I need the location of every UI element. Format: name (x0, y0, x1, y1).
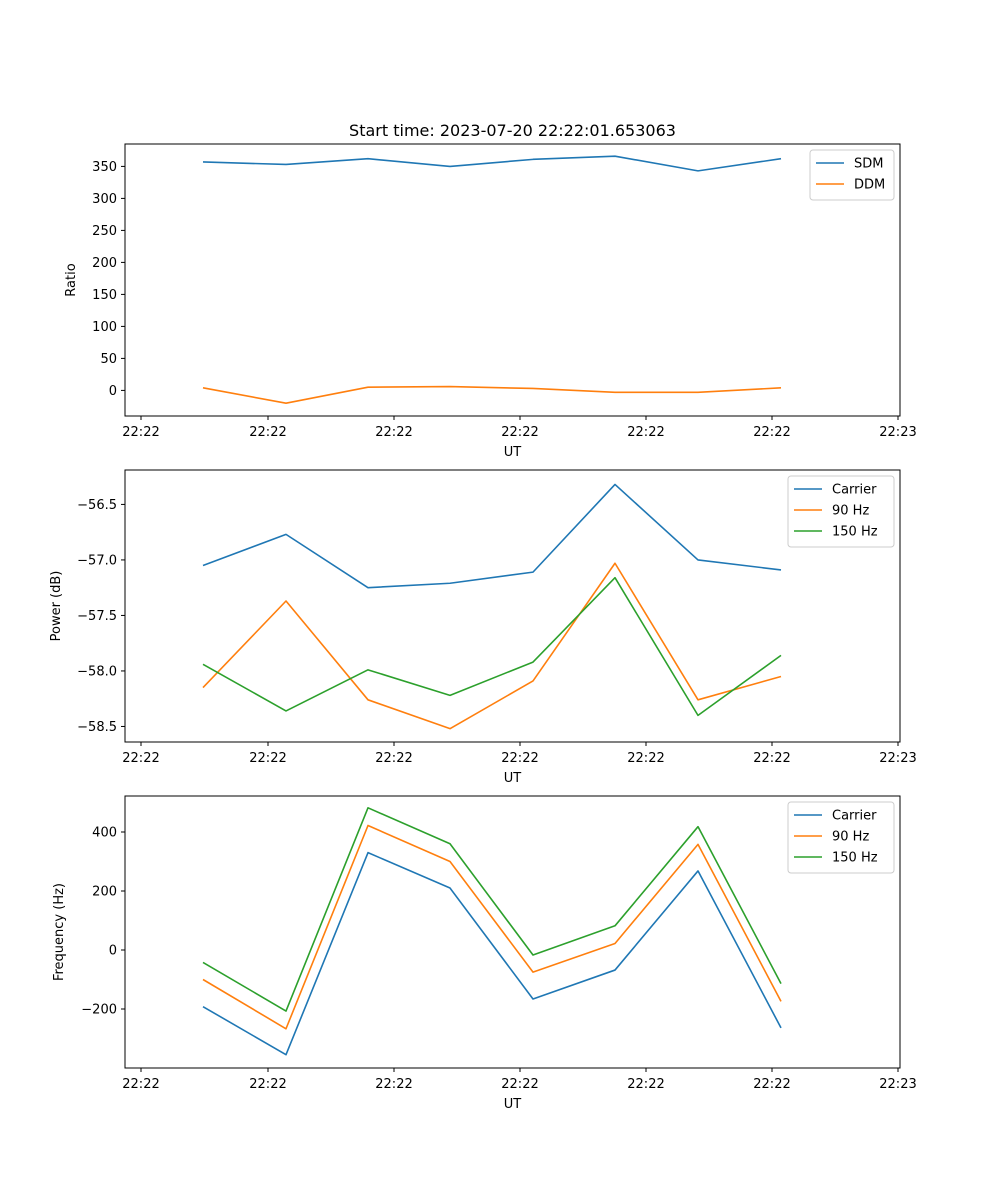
x-tick-label: 22:22 (627, 1077, 664, 1092)
y-tick-label: −57.0 (77, 553, 117, 568)
y-tick-label: −57.5 (77, 609, 117, 624)
x-tick-label: 22:22 (627, 751, 664, 766)
y-tick-label: 350 (92, 160, 117, 175)
x-axis-label: UT (504, 771, 522, 786)
legend-label: DDM (854, 178, 885, 193)
x-tick-label: 22:22 (753, 1077, 790, 1092)
x-tick-label: 22:22 (122, 751, 159, 766)
legend: Carrier 90 Hz 150 Hz (787, 475, 895, 548)
y-tick-label: −56.5 (77, 498, 117, 513)
y-tick-label: 200 (92, 256, 117, 271)
x-tick-label: 22:22 (249, 1077, 286, 1092)
x-tick-label: 22:23 (879, 425, 916, 440)
x-tick-label: 22:22 (501, 751, 538, 766)
x-tick-label: 22:22 (753, 751, 790, 766)
x-axis-label: UT (504, 1097, 522, 1112)
series-line-sdm (202, 155, 782, 172)
legend-label: 90 Hz (832, 830, 869, 845)
y-tick-label: −58.5 (77, 720, 117, 735)
x-tick-label: 22:22 (627, 425, 664, 440)
y-tick-label: 250 (92, 224, 117, 239)
x-tick-label: 22:22 (122, 425, 159, 440)
chart-title: Start time: 2023-07-20 22:22:01.653063 (349, 121, 676, 140)
x-tick-label: 22:22 (501, 425, 538, 440)
axes-frame (124, 469, 901, 743)
x-tick-label: 22:22 (249, 751, 286, 766)
y-axis-label: Frequency (Hz) (52, 883, 67, 981)
y-tick-label: 300 (92, 192, 117, 207)
y-tick-label: 400 (92, 825, 117, 840)
series-line-90-hz (202, 562, 782, 730)
y-tick-label: 0 (109, 943, 117, 958)
series-line-150-hz (202, 806, 782, 1012)
legend-box (787, 475, 895, 548)
legend: Carrier 90 Hz 150 Hz (787, 801, 895, 874)
legend-label: Carrier (832, 809, 877, 824)
chart-panel-3: −200 0 200 400 22:22 22:22 22:22 22:22 22:22 22:2… (52, 795, 917, 1112)
y-axis-label: Ratio (64, 263, 79, 296)
y-tick-label: −58.0 (77, 664, 117, 679)
x-tick-label: 22:22 (753, 425, 790, 440)
legend: SDM DDM (809, 149, 895, 201)
series-line-carrier (202, 483, 782, 589)
chart-panel-2: −58.5 −58.0 −57.5 −57.0 −56.5 22:22 22:22 22:22… (49, 469, 917, 786)
x-tick-label: 22:23 (879, 751, 916, 766)
chart-panel-1: Start time: 2023-07-20 22:22:01.653063 0 5… (64, 121, 917, 460)
legend-box (787, 801, 895, 874)
x-tick-label: 22:22 (122, 1077, 159, 1092)
x-tick-label: 22:22 (375, 425, 412, 440)
x-axis-label: UT (504, 445, 522, 460)
y-tick-label: 100 (92, 320, 117, 335)
legend-label: 150 Hz (832, 525, 878, 540)
y-tick-label: −200 (81, 1002, 117, 1017)
y-tick-label: 50 (100, 352, 117, 367)
x-tick-label: 22:23 (879, 1077, 916, 1092)
legend-label: Carrier (832, 483, 877, 498)
x-tick-label: 22:22 (375, 751, 412, 766)
legend-label: SDM (854, 157, 883, 172)
series-line-150-hz (202, 576, 782, 717)
legend-label: 90 Hz (832, 504, 869, 519)
series-line-carrier (202, 851, 782, 1056)
y-axis-label: Power (dB) (49, 571, 64, 642)
x-tick-label: 22:22 (501, 1077, 538, 1092)
axes-frame (124, 143, 901, 417)
series-line-ddm (202, 385, 782, 405)
y-tick-label: 0 (109, 384, 117, 399)
y-tick-label: 200 (92, 884, 117, 899)
series-line-90-hz (202, 824, 782, 1030)
legend-label: 150 Hz (832, 851, 878, 866)
y-tick-label: 150 (92, 288, 117, 303)
x-tick-label: 22:22 (249, 425, 286, 440)
x-tick-label: 22:22 (375, 1077, 412, 1092)
axes-frame (124, 795, 901, 1069)
